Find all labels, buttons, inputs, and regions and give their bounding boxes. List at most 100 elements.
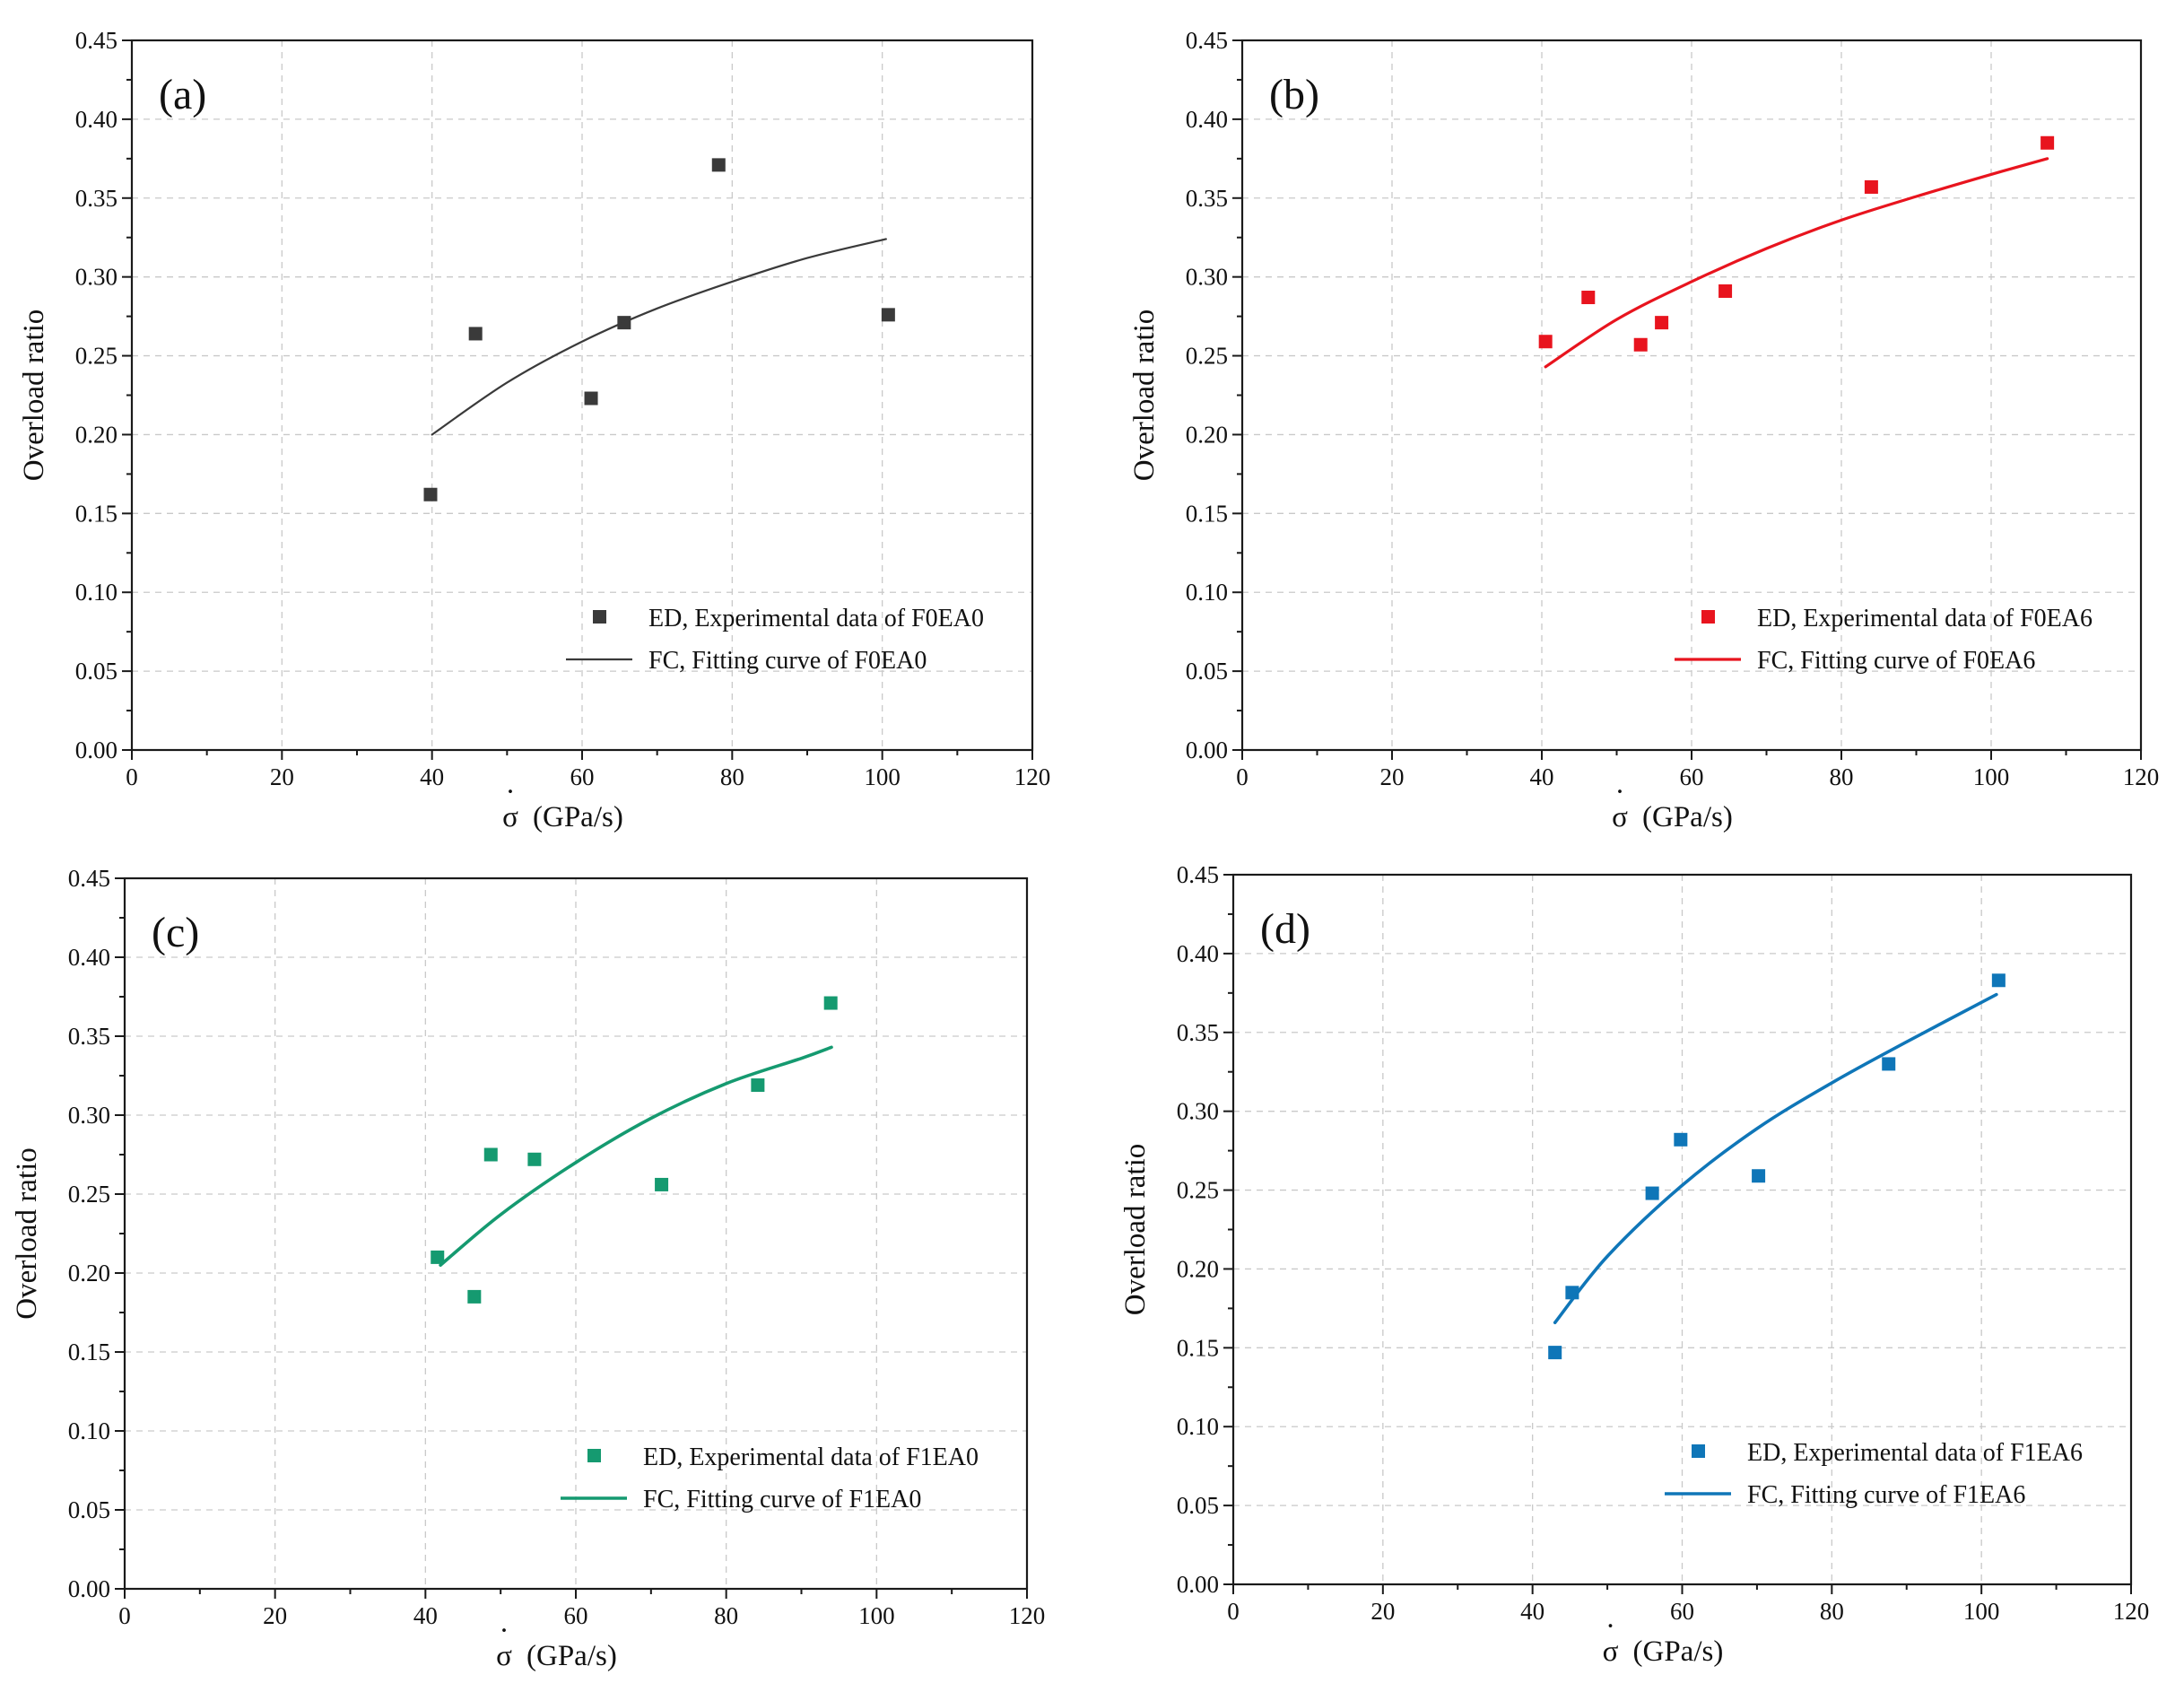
data-point [527, 1152, 542, 1166]
y-tick-label: 0.20 [75, 421, 117, 448]
legend-entry: FC, Fitting curve of F1EA6 [1747, 1481, 2025, 1509]
data-point [431, 1250, 445, 1264]
y-tick-label: 0.00 [68, 1575, 110, 1602]
x-axis-symbol-dot: · [506, 776, 516, 808]
legend-marker-symbol [1692, 1444, 1705, 1458]
grid [132, 40, 1032, 750]
data-point [1581, 291, 1596, 305]
plot-series [1548, 973, 2006, 1360]
data-point [468, 327, 483, 341]
legend: ED, Experimental data of F0EA0 FC, Fittin… [566, 605, 984, 675]
y-tick-label: 0.00 [75, 737, 117, 763]
x-axis: 0 20 40 60 80 100 120 [126, 750, 1050, 790]
data-point [1752, 1169, 1766, 1183]
x-tick-label: 120 [2113, 1598, 2150, 1625]
legend-entry: ED, Experimental data of F0EA0 [648, 605, 984, 632]
plot-series [431, 996, 838, 1304]
x-tick-label: 60 [564, 1602, 588, 1629]
y-tick-label: 0.10 [1186, 579, 1228, 606]
legend-entry: ED, Experimental data of F0EA6 [1757, 605, 2093, 632]
y-tick-label: 0.30 [75, 264, 117, 291]
data-point [1864, 179, 1878, 194]
x-axis: 0 20 40 60 80 100 120 [118, 1589, 1045, 1629]
y-tick-label: 0.25 [1186, 343, 1228, 370]
y-axis: 0.00 0.05 0.10 0.15 0.20 0.25 0.30 0.35 0.40 0.45 [1186, 27, 1242, 763]
y-tick-label: 0.35 [1177, 1019, 1219, 1046]
y-tick-label: 0.00 [1177, 1571, 1219, 1598]
data-point [1718, 283, 1733, 298]
data-point [1548, 1346, 1562, 1360]
legend-marker-symbol [1701, 610, 1715, 624]
legend-marker-symbol [593, 610, 606, 624]
y-tick-label: 0.25 [75, 343, 117, 370]
x-tick-label: 120 [1014, 763, 1051, 790]
y-tick-label: 0.20 [1177, 1255, 1219, 1282]
fitting-curve [1553, 992, 1998, 1325]
y-tick-label: 0.40 [75, 106, 117, 133]
y-tick-label: 0.35 [75, 185, 117, 212]
y-tick-label: 0.05 [75, 658, 117, 685]
x-tick-label: 20 [270, 763, 294, 790]
y-tick-label: 0.20 [68, 1260, 110, 1286]
x-axis-unit: (GPa/s) [1633, 1635, 1724, 1668]
grid [1233, 875, 2131, 1584]
x-tick-label: 120 [2123, 763, 2160, 790]
data-point [823, 996, 838, 1010]
fitting-curve [431, 238, 887, 436]
y-tick-label: 0.10 [68, 1417, 110, 1444]
x-tick-label: 80 [1820, 1598, 1844, 1625]
x-axis-symbol: σ [1603, 1635, 1619, 1668]
y-axis: 0.00 0.05 0.10 0.15 0.20 0.25 0.30 0.35 0.40 0.45 [1177, 861, 1233, 1598]
legend: ED, Experimental data of F1EA6 FC, Fittin… [1665, 1439, 2083, 1509]
panel-label: (a) [159, 71, 206, 118]
y-axis-title: Overload ratio [1128, 310, 1161, 482]
x-tick-label: 40 [1520, 1598, 1544, 1625]
x-tick-label: 0 [126, 763, 138, 790]
data-point [584, 391, 598, 406]
chart-panel-b: 0 20 40 60 80 100 1200.000.050.100.150.200.250… [1128, 27, 2159, 833]
y-axis-title: Overload ratio [11, 1147, 43, 1320]
x-tick-label: 100 [1963, 1598, 2000, 1625]
x-tick-label: 40 [1530, 763, 1554, 790]
x-tick-label: 20 [1380, 763, 1405, 790]
x-axis: 0 20 40 60 80 100 120 [1227, 1584, 2149, 1625]
y-tick-label: 0.15 [68, 1339, 110, 1365]
plot-series [1538, 135, 2055, 369]
y-tick-label: 0.00 [1186, 737, 1228, 763]
y-tick-label: 0.40 [68, 944, 110, 971]
y-axis-title: Overload ratio [1119, 1144, 1152, 1316]
x-tick-label: 0 [1227, 1598, 1240, 1625]
y-tick-label: 0.40 [1177, 940, 1219, 967]
data-point [881, 308, 895, 322]
x-axis-unit: (GPa/s) [533, 801, 623, 833]
x-tick-label: 0 [118, 1602, 131, 1629]
x-tick-label: 60 [570, 763, 595, 790]
y-tick-label: 0.45 [75, 27, 117, 54]
x-axis-symbol-dot: · [1615, 776, 1625, 808]
x-tick-label: 0 [1236, 763, 1249, 790]
y-tick-label: 0.10 [1177, 1413, 1219, 1440]
x-axis-unit: (GPa/s) [526, 1640, 617, 1672]
chart-panel-c: 0 20 40 60 80 100 1200.000.050.100.150.200.250… [11, 865, 1045, 1672]
y-tick-label: 0.45 [1177, 861, 1219, 888]
x-tick-label: 60 [1670, 1598, 1694, 1625]
x-axis-symbol: σ [496, 1640, 512, 1672]
data-point [711, 158, 726, 172]
x-tick-label: 60 [1680, 763, 1704, 790]
y-tick-label: 0.35 [68, 1023, 110, 1050]
data-point [1882, 1057, 1896, 1071]
y-axis: 0.00 0.05 0.10 0.15 0.20 0.25 0.30 0.35 0.40 0.45 [68, 865, 125, 1602]
data-point [1674, 1132, 1688, 1147]
y-tick-label: 0.30 [1186, 264, 1228, 291]
panel-label: (b) [1269, 71, 1319, 118]
legend-entry: ED, Experimental data of F1EA0 [643, 1443, 979, 1471]
y-tick-label: 0.10 [75, 579, 117, 606]
y-tick-label: 0.20 [1186, 421, 1228, 448]
plot-series [423, 158, 895, 501]
data-point [483, 1147, 498, 1162]
grid [125, 878, 1027, 1589]
x-axis-unit: (GPa/s) [1642, 801, 1733, 833]
x-tick-label: 20 [263, 1602, 287, 1629]
x-tick-label: 20 [1370, 1598, 1395, 1625]
